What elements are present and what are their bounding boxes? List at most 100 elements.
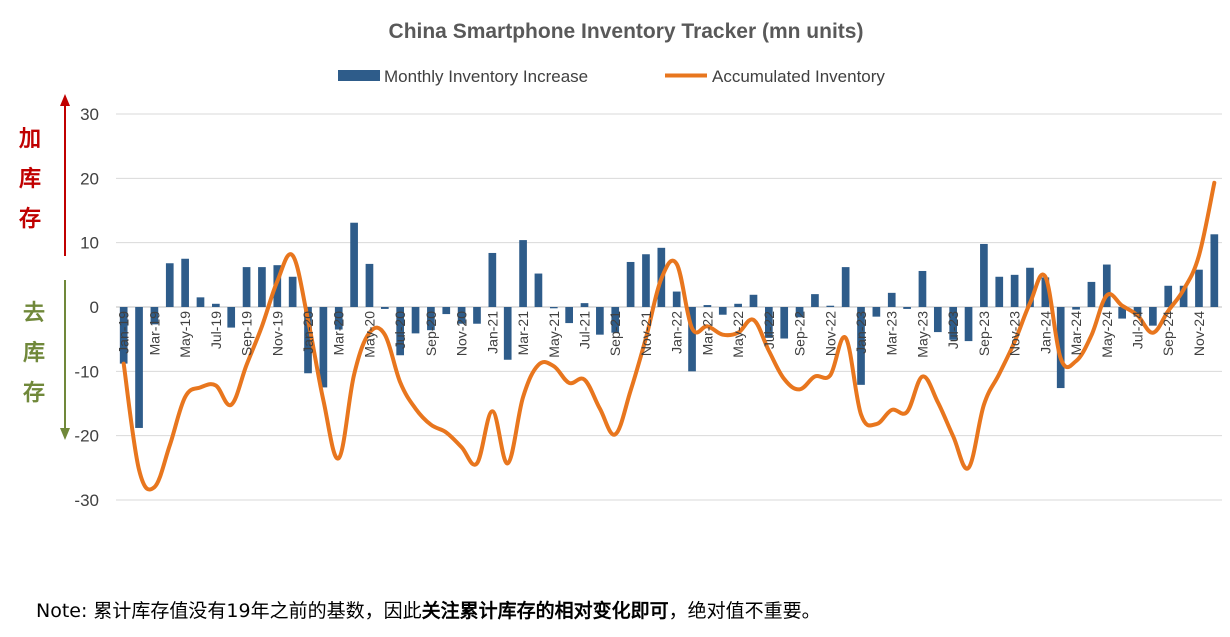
- y-tick-label: 20: [80, 169, 99, 188]
- gridlines: [116, 113, 1222, 501]
- bar: [1195, 269, 1203, 307]
- x-tick-label: Jan-20: [300, 311, 316, 354]
- accumulated-inventory-line: [121, 180, 1217, 492]
- bar: [703, 305, 712, 307]
- bar: [672, 291, 681, 307]
- x-tick-label: Sep-19: [239, 311, 255, 356]
- x-tick-label: May-19: [177, 311, 193, 358]
- up-arrow-icon: [60, 94, 70, 106]
- bar: [980, 243, 988, 307]
- footnote: Note: 累计库存值没有19年之前的基数，因此关注累计库存的相对变化即可，绝对…: [36, 596, 821, 623]
- x-tick-label: Mar-21: [515, 311, 531, 356]
- bar: [350, 222, 358, 307]
- bar: [396, 307, 405, 356]
- x-tick-label: May-21: [546, 311, 562, 358]
- x-tick-label: May-22: [730, 311, 746, 358]
- x-tick-label: Mar-24: [1068, 311, 1084, 356]
- bar: [457, 307, 466, 324]
- x-tick-label: Jul-24: [1130, 311, 1146, 349]
- bar: [427, 307, 435, 331]
- bar: [642, 254, 650, 307]
- bar: [872, 307, 881, 317]
- bar: [165, 263, 174, 307]
- bar: [1026, 267, 1034, 307]
- bar: [565, 307, 573, 324]
- x-tick-label: Sep-21: [607, 311, 623, 356]
- bar: [304, 307, 312, 374]
- x-tick-label: Nov-20: [454, 311, 470, 356]
- chart: China Smartphone Inventory Tracker (mn u…: [18, 20, 1222, 510]
- bar: [718, 307, 727, 315]
- bar: [319, 307, 328, 388]
- x-tick-label: Jul-21: [577, 311, 593, 349]
- x-tick-label: Sep-20: [423, 311, 439, 356]
- bar: [227, 307, 236, 328]
- y-tick-label: 0: [90, 298, 99, 317]
- bar: [995, 276, 1004, 307]
- line-series: [121, 180, 1217, 492]
- side-label-up-1: 加: [18, 126, 41, 151]
- down-arrow-icon: [60, 428, 70, 440]
- bar: [795, 307, 804, 318]
- x-tick-label: Mar-23: [884, 311, 900, 356]
- y-axis-ticks: -30 -20 -10 0 10 20 30: [74, 105, 99, 510]
- x-tick-label: Jul-23: [945, 311, 961, 349]
- x-tick-label: Mar-20: [331, 311, 347, 356]
- bar: [119, 307, 128, 364]
- bar: [749, 294, 758, 307]
- legend: Monthly Inventory Increase Accumulated I…: [338, 67, 885, 86]
- bar: [380, 307, 389, 309]
- bar: [1041, 277, 1050, 307]
- bar: [534, 273, 543, 307]
- bar: [212, 303, 220, 307]
- bar: [288, 276, 297, 307]
- x-tick-label: Nov-23: [1007, 311, 1023, 356]
- bar: [826, 305, 835, 307]
- x-tick-label: Jul-19: [208, 311, 224, 349]
- bar: [580, 303, 589, 307]
- bar: [1010, 274, 1019, 307]
- bar: [688, 307, 696, 372]
- x-tick-label: Nov-24: [1191, 311, 1207, 356]
- footnote-prefix: Note: 累计库存值没有19年之前的基数，因此: [36, 600, 422, 622]
- bar: [135, 307, 143, 428]
- x-tick-label: May-20: [361, 311, 377, 358]
- y-tick-label: -30: [74, 491, 99, 510]
- x-tick-label: Jan-23: [853, 311, 869, 354]
- bar: [903, 307, 911, 309]
- x-tick-label: Jul-22: [761, 311, 777, 349]
- bar: [1149, 307, 1157, 326]
- bar: [334, 307, 343, 330]
- x-tick-label: Jan-21: [484, 311, 500, 354]
- legend-bar-swatch: [338, 70, 380, 81]
- bar: [473, 307, 481, 324]
- bar: [949, 307, 958, 340]
- bar: [1210, 234, 1219, 307]
- x-tick-label: Sep-22: [792, 311, 808, 356]
- bar: [857, 307, 865, 385]
- y-tick-label: 30: [80, 105, 99, 124]
- side-label-up-2: 库: [19, 166, 41, 191]
- side-label-down-1: 去: [23, 300, 45, 325]
- bar: [150, 307, 159, 325]
- bar: [1179, 285, 1188, 307]
- bar: [933, 307, 942, 333]
- bar: [519, 240, 527, 307]
- y-tick-label: -20: [74, 427, 99, 446]
- bar: [258, 267, 266, 307]
- bar: [549, 307, 558, 309]
- y-tick-label: 10: [80, 234, 99, 253]
- legend-line-label: Accumulated Inventory: [712, 67, 885, 86]
- bar-series: [119, 222, 1219, 428]
- x-tick-label: Sep-23: [976, 311, 992, 356]
- x-tick-label: Sep-24: [1160, 311, 1176, 356]
- bar: [964, 307, 973, 342]
- bar: [1056, 307, 1065, 389]
- bar: [1087, 281, 1096, 307]
- bar: [1118, 307, 1126, 319]
- side-label-down-3: 存: [23, 380, 45, 405]
- chart-title: China Smartphone Inventory Tracker (mn u…: [389, 20, 864, 43]
- bar: [596, 307, 604, 335]
- bar: [1072, 307, 1080, 310]
- bar: [626, 261, 635, 307]
